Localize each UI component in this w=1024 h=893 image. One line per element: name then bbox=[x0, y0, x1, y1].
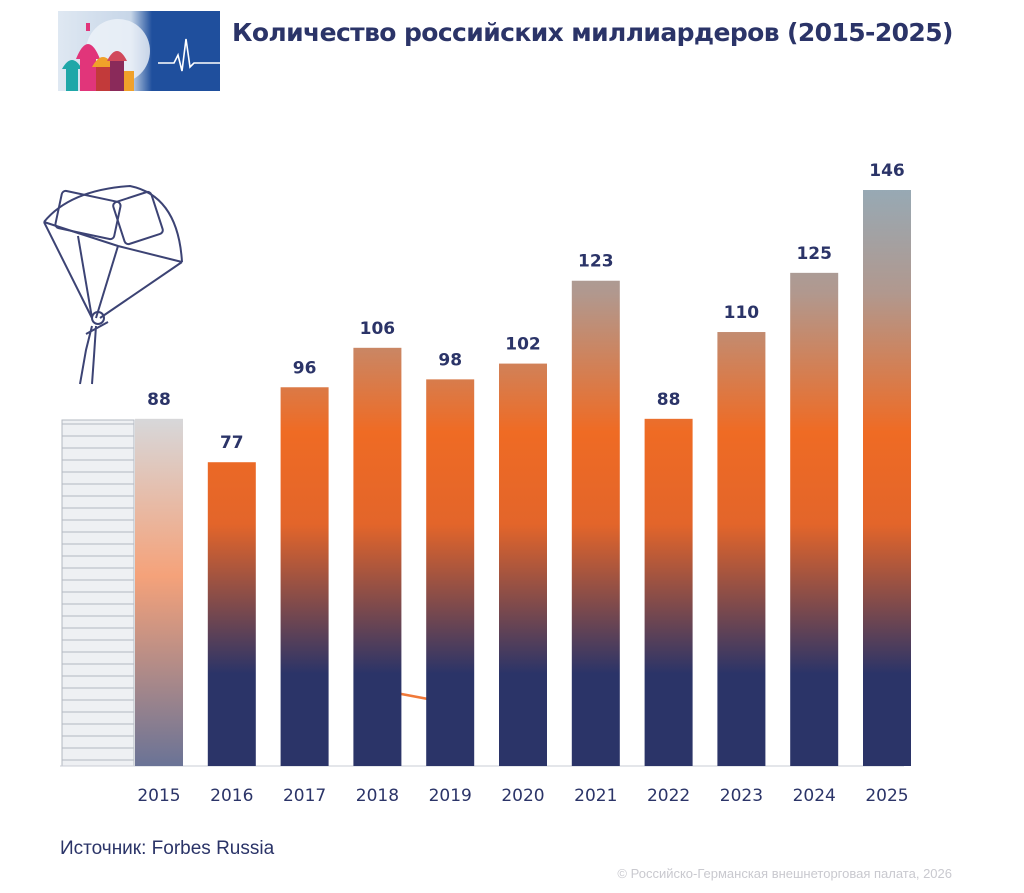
value-label-2025: 146 bbox=[869, 161, 905, 181]
value-label-2016: 77 bbox=[220, 433, 244, 453]
value-label-2021: 123 bbox=[578, 252, 614, 272]
copyright-note: © Российско-Германская внешнеторговая па… bbox=[617, 866, 952, 881]
x-tick-2021: 2021 bbox=[574, 786, 617, 806]
x-tick-2015: 2015 bbox=[137, 786, 180, 806]
value-label-2020: 102 bbox=[505, 335, 541, 355]
bar-2016 bbox=[207, 462, 256, 766]
x-tick-2020: 2020 bbox=[501, 786, 544, 806]
x-tick-2016: 2016 bbox=[210, 786, 253, 806]
bar-2019 bbox=[426, 379, 475, 766]
bar-2018 bbox=[353, 347, 402, 766]
x-tick-2023: 2023 bbox=[720, 786, 763, 806]
value-label-2024: 125 bbox=[796, 244, 832, 264]
bar-2024 bbox=[790, 272, 839, 766]
value-label-2017: 96 bbox=[293, 358, 317, 378]
bar-2023 bbox=[717, 332, 766, 766]
value-label-2022: 88 bbox=[657, 390, 681, 410]
bar-2021 bbox=[571, 280, 620, 766]
value-label-2018: 106 bbox=[360, 319, 396, 339]
x-tick-2019: 2019 bbox=[429, 786, 472, 806]
cathedral-logo-icon bbox=[58, 11, 220, 91]
bar-2015 bbox=[135, 418, 183, 766]
x-tick-2018: 2018 bbox=[356, 786, 399, 806]
x-tick-2017: 2017 bbox=[283, 786, 326, 806]
x-tick-2025: 2025 bbox=[865, 786, 908, 806]
x-tick-2022: 2022 bbox=[647, 786, 690, 806]
x-tick-2024: 2024 bbox=[793, 786, 836, 806]
value-label-2019: 98 bbox=[438, 350, 462, 370]
bar-2022 bbox=[644, 418, 693, 766]
money-parachute-icon bbox=[43, 184, 183, 385]
bar-2017 bbox=[280, 387, 329, 766]
bar-2020 bbox=[499, 363, 547, 766]
page-title: Количество российских миллиардеров (2015… bbox=[232, 18, 953, 47]
value-label-2015: 88 bbox=[147, 390, 171, 410]
bar-2025 bbox=[863, 190, 911, 766]
coin-stack-icon bbox=[61, 419, 135, 767]
source-note: Источник: Forbes Russia bbox=[60, 838, 275, 859]
value-label-2023: 110 bbox=[724, 303, 760, 323]
